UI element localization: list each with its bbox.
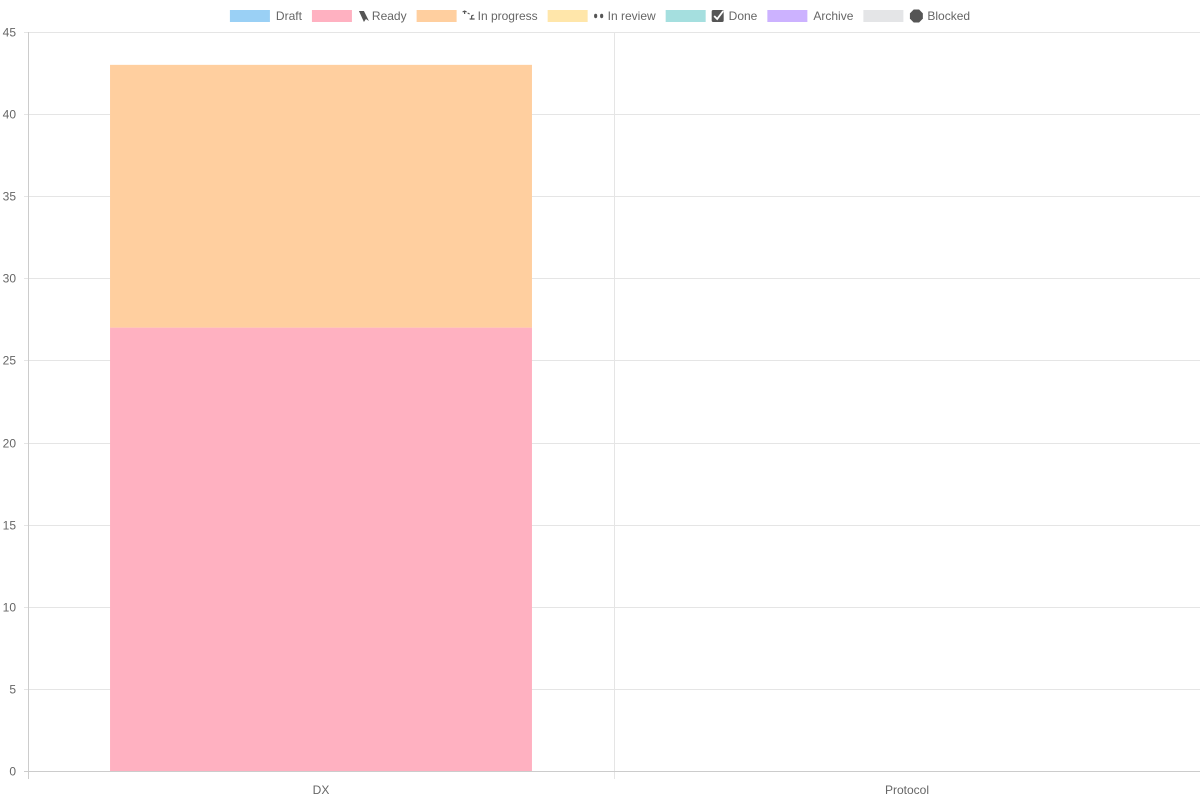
- y-tick-label: 0: [9, 765, 16, 779]
- y-axis-ticks: 0 5 10 15 20 25 30 35 40 45: [3, 26, 17, 779]
- legend-label: Draft: [276, 9, 303, 23]
- legend-label: In progress: [478, 9, 538, 23]
- y-tick-label: 35: [3, 190, 17, 204]
- y-tick-label: 10: [3, 601, 17, 615]
- legend-swatch: [767, 10, 808, 22]
- stop-icon: [909, 9, 923, 23]
- legend-label: Archive: [813, 9, 853, 23]
- legend-swatch: [229, 10, 270, 22]
- bar-dx-in-progress[interactable]: [110, 64, 532, 328]
- bookmark-icon: [358, 11, 369, 22]
- legend[interactable]: Draft Ready In progress In review Done Archiv…: [229, 9, 970, 23]
- legend-item-blocked[interactable]: Blocked: [863, 9, 970, 23]
- legend-label: Ready: [372, 9, 407, 23]
- y-tick-label: 45: [3, 26, 17, 40]
- legend-swatch: [311, 10, 352, 22]
- y-tick-label: 25: [3, 354, 17, 368]
- x-tick-label: Protocol: [885, 783, 929, 797]
- y-tick-label: 5: [9, 683, 16, 697]
- eyes-icon: [594, 13, 604, 19]
- y-tick-label: 20: [3, 437, 17, 451]
- legend-item-archive[interactable]: Archive: [767, 9, 854, 23]
- legend-item-in-progress[interactable]: In progress: [416, 9, 538, 23]
- x-axis-ticks: DX Protocol: [313, 783, 929, 797]
- legend-label: In review: [608, 9, 656, 23]
- x-tick-label: DX: [313, 783, 330, 797]
- legend-swatch: [665, 10, 706, 22]
- legend-swatch: [547, 10, 588, 22]
- bars: [110, 64, 532, 771]
- legend-label: Blocked: [927, 9, 970, 23]
- legend-label: Done: [729, 9, 758, 23]
- legend-item-draft[interactable]: Draft: [229, 9, 303, 23]
- axes: [24, 32, 1200, 779]
- y-tick-label: 40: [3, 108, 17, 122]
- legend-swatch: [416, 10, 457, 22]
- legend-item-done[interactable]: Done: [665, 9, 758, 23]
- legend-item-in-review[interactable]: In review: [547, 9, 656, 23]
- legend-item-ready[interactable]: Ready: [311, 9, 407, 23]
- construction-icon: [462, 10, 475, 20]
- y-tick-label: 30: [3, 272, 17, 286]
- check-box-icon: [711, 10, 724, 22]
- bar-dx-ready[interactable]: [110, 327, 532, 771]
- legend-swatch: [863, 10, 904, 22]
- y-tick-label: 15: [3, 519, 17, 533]
